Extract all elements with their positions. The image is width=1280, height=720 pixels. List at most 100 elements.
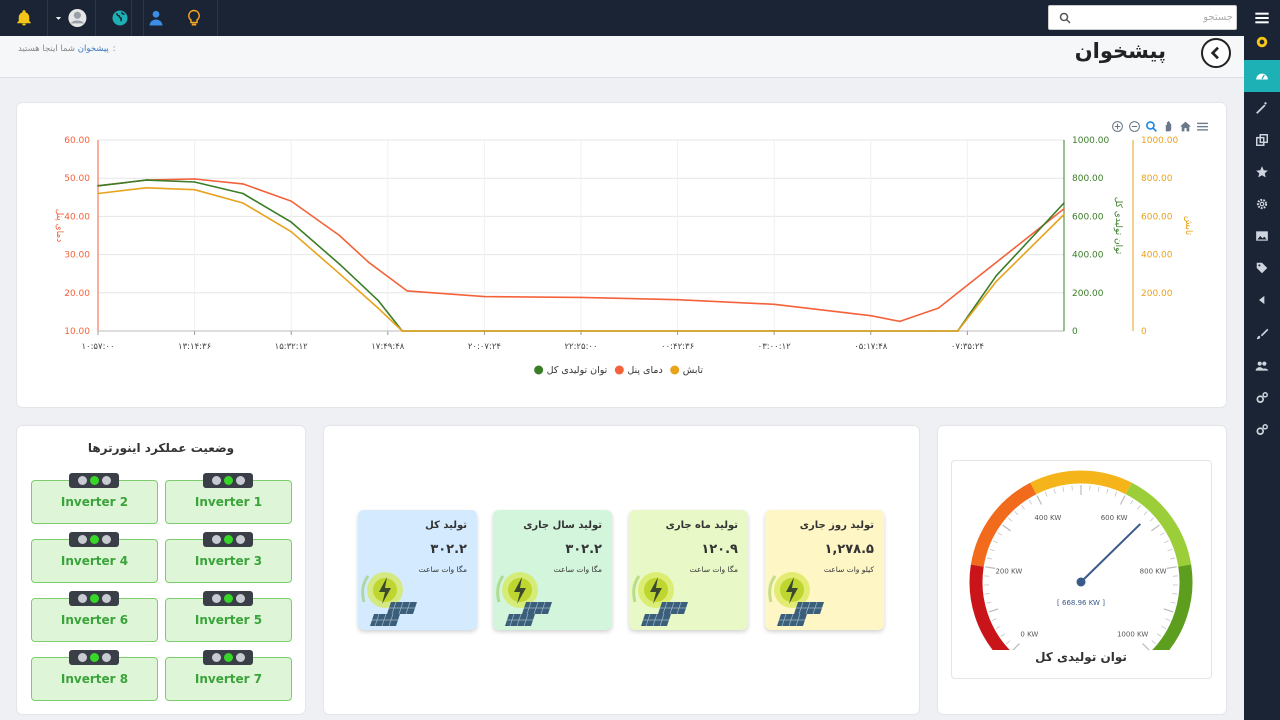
data-point <box>97 192 99 195</box>
dashboard-icon[interactable] <box>1244 60 1280 92</box>
inverter-label: Inverter 7 <box>194 672 263 686</box>
data-point <box>401 330 404 332</box>
data-point <box>338 234 341 237</box>
lightbulb-icon[interactable] <box>170 0 218 36</box>
zoom-in-icon[interactable] <box>1110 119 1124 133</box>
tag-icon[interactable] <box>1244 252 1280 284</box>
brush-icon[interactable] <box>1244 318 1280 350</box>
status-led <box>89 594 99 603</box>
gauge-tick <box>1114 491 1118 497</box>
magic-wand-icon[interactable] <box>1244 92 1280 124</box>
y-right-axis-1-title: توان تولیدی کل <box>1113 197 1123 255</box>
gauge-tick <box>1166 566 1177 569</box>
search-icon[interactable] <box>1059 12 1071 24</box>
gauge-tick <box>1170 557 1176 560</box>
gauge-tick <box>1167 548 1173 552</box>
production-tile[interactable]: تولید کل ۳۰۲.۲ مگا وات ساعت <box>358 510 477 630</box>
inverter-label: Inverter 5 <box>194 613 263 627</box>
gauge-tick <box>995 626 1001 630</box>
chart-menu-icon[interactable] <box>1195 119 1209 133</box>
production-tile[interactable]: تولید سال جاری ۳۰۲.۲ مگا وات ساعت <box>493 510 612 630</box>
status-light <box>69 591 119 606</box>
badge-icon[interactable] <box>1244 26 1280 58</box>
zoom-out-icon[interactable] <box>1127 119 1141 133</box>
gauge-band <box>1125 482 1192 567</box>
tile-title: تولید روز جاری <box>799 520 874 531</box>
chart-toolbar <box>1110 119 1209 133</box>
gear-icon[interactable] <box>1244 188 1280 220</box>
gauge-tick-label: 0 KW <box>1020 631 1038 639</box>
gauge-tick <box>1006 640 1011 645</box>
right-sidebar <box>1244 0 1280 720</box>
gauge-tick <box>1106 488 1109 494</box>
data-point <box>193 188 196 191</box>
data-point <box>870 314 872 317</box>
users-icon[interactable] <box>1244 350 1280 382</box>
y-right-tick-label: 600.00 <box>1072 212 1104 222</box>
magnifier-icon[interactable] <box>1144 119 1158 133</box>
status-light <box>69 532 119 547</box>
gauge-tick <box>1143 511 1148 516</box>
bell-icon[interactable] <box>0 0 48 36</box>
search-input[interactable] <box>1077 6 1233 29</box>
menu-icon[interactable] <box>1244 0 1280 36</box>
x-tick-label: ۱۷:۴۹:۴۸ <box>371 342 405 352</box>
data-point <box>995 274 998 277</box>
image-icon[interactable] <box>1244 220 1280 252</box>
copy-icon[interactable] <box>1244 124 1280 156</box>
data-point <box>927 330 930 332</box>
gauge-tick <box>1062 486 1065 492</box>
star-icon[interactable] <box>1244 156 1280 188</box>
cogs-icon[interactable] <box>1244 414 1280 446</box>
status-led <box>211 594 221 603</box>
user-avatar[interactable] <box>48 0 96 36</box>
gauge-tick <box>1163 608 1174 613</box>
y-left-tick-label: 20.00 <box>64 289 90 299</box>
gauge-tick <box>1160 532 1165 536</box>
production-tile[interactable]: تولید روز جاری ۱,۲۷۸.۵ کیلو وات ساعت <box>765 510 884 630</box>
cogs-icon[interactable] <box>1244 382 1280 414</box>
legend-item[interactable]: تابش <box>670 365 703 376</box>
data-point <box>338 263 341 265</box>
tile-value: ۱,۲۷۸.۵ <box>824 542 874 557</box>
search-box <box>1048 5 1237 30</box>
inverter-label: Inverter 6 <box>60 613 129 627</box>
status-led <box>211 653 221 662</box>
series-line <box>97 187 1065 332</box>
inverter-card[interactable]: Inverter 8 <box>31 657 158 701</box>
status-led <box>101 653 111 662</box>
back-button[interactable] <box>1201 38 1231 68</box>
pan-hand-icon[interactable] <box>1161 119 1175 133</box>
data-point <box>242 192 244 195</box>
user-icon[interactable] <box>131 0 179 36</box>
data-point <box>483 295 486 298</box>
y-left-tick-label: 10.00 <box>64 327 90 337</box>
data-point <box>773 303 775 306</box>
data-point <box>193 178 196 180</box>
legend-label: تابش <box>683 365 704 376</box>
status-light <box>69 650 119 665</box>
legend-item[interactable]: دمای پنل <box>614 365 663 376</box>
globe-icon[interactable] <box>96 0 144 36</box>
gauge-title: توان تولیدی کل <box>1035 650 1127 664</box>
breadcrumb-current[interactable]: پیشخوان <box>77 44 109 54</box>
tile-unit: مگا وات ساعت <box>418 565 467 574</box>
y-left-axis-title: دمای پنل <box>54 209 64 243</box>
inverter-card[interactable]: Inverter 1 <box>165 480 292 524</box>
data-point <box>676 298 679 301</box>
status-led <box>235 535 245 544</box>
gauge-tick <box>1161 626 1167 630</box>
production-tile[interactable]: تولید ماه جاری ۱۲۰.۹ مگا وات ساعت <box>629 510 748 630</box>
data-point <box>1063 213 1065 216</box>
gauge-tick <box>1164 540 1169 544</box>
gauge: 0 KW 200 KW 400 KW 600 KW 800 KW 1000 KW [ 668… <box>969 470 1193 650</box>
gauge-tick <box>1165 618 1171 621</box>
gauge-tick <box>1036 495 1043 505</box>
x-tick-label: ۰۷:۳۵:۲۴ <box>951 342 984 352</box>
caret-left-icon[interactable] <box>1244 284 1280 316</box>
legend-item[interactable]: توان تولیدی کل <box>534 365 608 376</box>
data-point <box>290 221 293 223</box>
home-icon[interactable] <box>1178 119 1192 133</box>
tile-unit: کیلو وات ساعت <box>823 565 874 574</box>
legend-swatch <box>670 365 680 375</box>
